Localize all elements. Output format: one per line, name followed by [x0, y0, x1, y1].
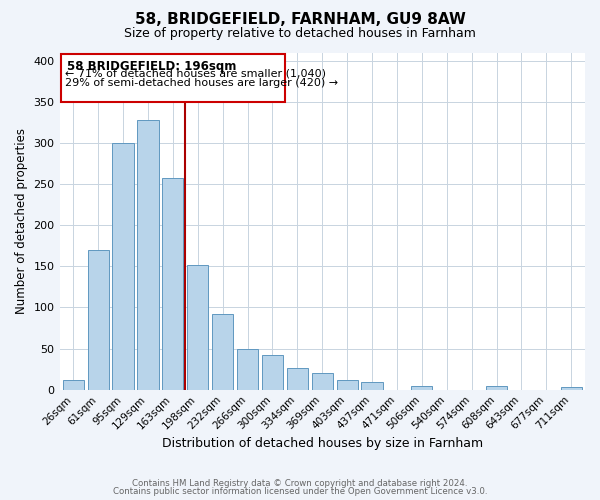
Bar — [361, 382, 383, 390]
Y-axis label: Number of detached properties: Number of detached properties — [15, 128, 28, 314]
Text: ← 71% of detached houses are smaller (1,040): ← 71% of detached houses are smaller (1,… — [65, 69, 326, 79]
Bar — [187, 264, 208, 390]
Text: Contains public sector information licensed under the Open Government Licence v3: Contains public sector information licen… — [113, 487, 487, 496]
Bar — [486, 386, 507, 390]
Bar — [62, 380, 84, 390]
Bar — [88, 250, 109, 390]
Bar — [137, 120, 158, 390]
X-axis label: Distribution of detached houses by size in Farnham: Distribution of detached houses by size … — [162, 437, 483, 450]
Text: Size of property relative to detached houses in Farnham: Size of property relative to detached ho… — [124, 28, 476, 40]
Bar — [112, 143, 134, 390]
Bar — [311, 374, 333, 390]
Text: 58, BRIDGEFIELD, FARNHAM, GU9 8AW: 58, BRIDGEFIELD, FARNHAM, GU9 8AW — [134, 12, 466, 28]
Bar — [237, 348, 258, 390]
Text: 58 BRIDGEFIELD: 196sqm: 58 BRIDGEFIELD: 196sqm — [67, 60, 236, 73]
Bar — [212, 314, 233, 390]
Bar — [561, 388, 582, 390]
Bar — [262, 355, 283, 390]
Bar — [337, 380, 358, 390]
Bar — [162, 178, 184, 390]
Text: 29% of semi-detached houses are larger (420) →: 29% of semi-detached houses are larger (… — [65, 78, 338, 88]
Bar — [411, 386, 433, 390]
Bar — [287, 368, 308, 390]
FancyBboxPatch shape — [61, 54, 285, 102]
Text: Contains HM Land Registry data © Crown copyright and database right 2024.: Contains HM Land Registry data © Crown c… — [132, 478, 468, 488]
